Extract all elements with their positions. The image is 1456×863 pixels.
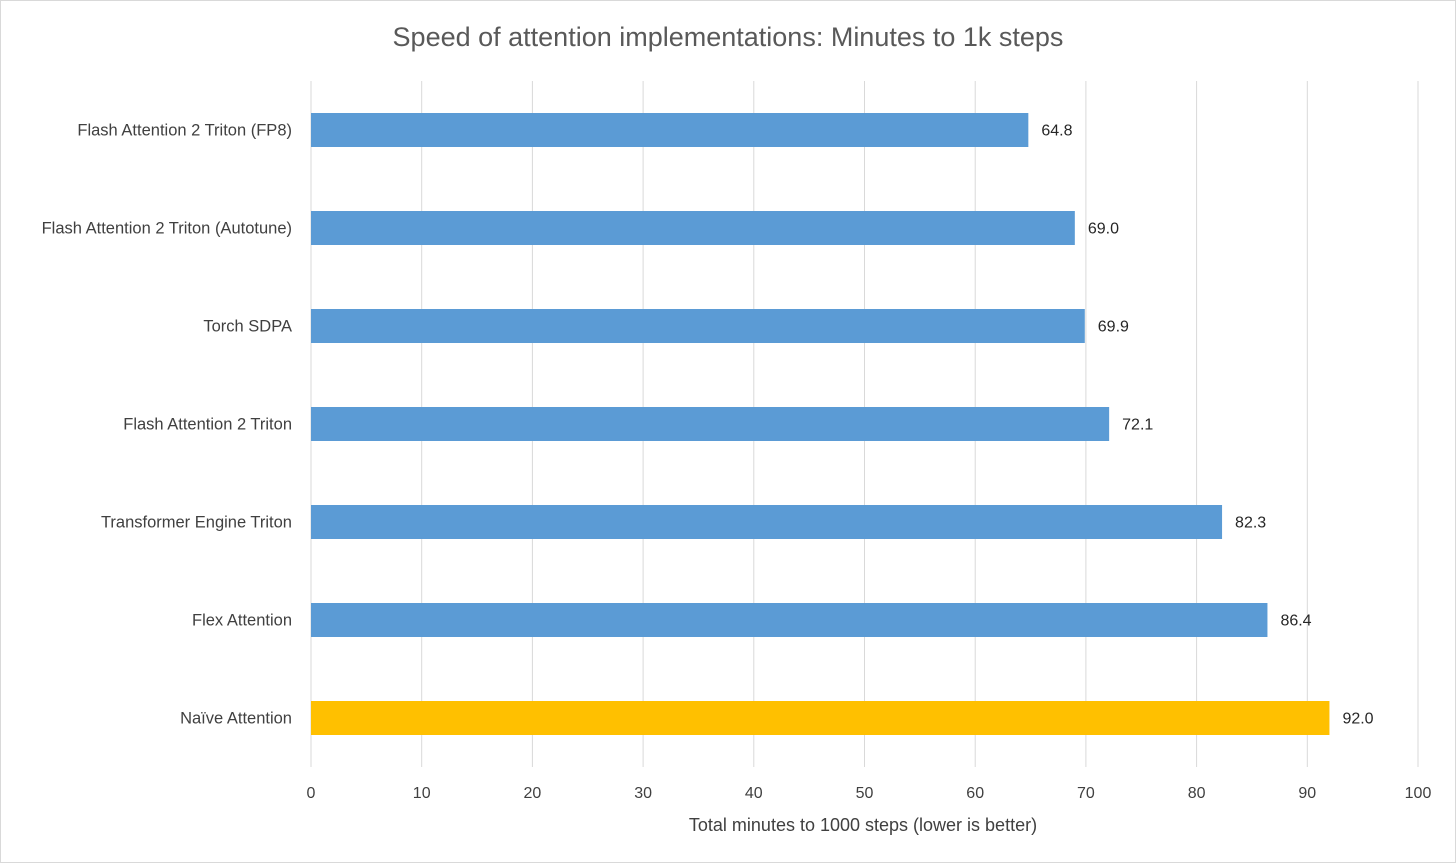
bar [311, 505, 1223, 539]
category-label: Flash Attention 2 Triton (FP8) [77, 122, 292, 140]
category-label: Torch SDPA [203, 318, 292, 336]
x-tick-label: 0 [307, 785, 316, 802]
x-tick-label: 30 [634, 785, 652, 802]
x-tick-label: 40 [745, 785, 763, 802]
x-tick-label: 90 [1298, 785, 1316, 802]
x-tick-label: 80 [1188, 785, 1206, 802]
data-label: 86.4 [1280, 613, 1311, 630]
x-tick-label: 20 [524, 785, 542, 802]
category-label: Flash Attention 2 Triton (Autotune) [42, 220, 292, 238]
chart-title: Speed of attention implementations: Minu… [393, 22, 1064, 52]
x-axis-title: Total minutes to 1000 steps (lower is be… [689, 815, 1037, 835]
bar [311, 701, 1330, 735]
bar [311, 407, 1110, 441]
x-tick-label: 70 [1077, 785, 1095, 802]
data-label: 69.9 [1098, 319, 1129, 336]
category-labels: Flash Attention 2 Triton (FP8) Flash Atte… [42, 122, 292, 728]
x-tick-label: 100 [1405, 785, 1432, 802]
bar [311, 309, 1085, 343]
data-label: 72.1 [1122, 417, 1153, 434]
data-labels: 64.8 69.0 69.9 72.1 82.3 86.4 92.0 [1041, 123, 1373, 728]
bar [311, 603, 1268, 637]
bar [311, 211, 1075, 245]
data-label: 82.3 [1235, 515, 1266, 532]
bar [311, 113, 1029, 147]
category-label: Flash Attention 2 Triton [123, 416, 292, 434]
x-tick-label: 60 [966, 785, 984, 802]
bars [311, 113, 1330, 735]
category-label: Naïve Attention [180, 710, 292, 728]
data-label: 92.0 [1342, 711, 1373, 728]
x-tick-label: 50 [856, 785, 874, 802]
data-label: 64.8 [1041, 123, 1072, 140]
x-tick-labels: 0 10 20 30 40 50 60 70 80 90 100 [307, 785, 1432, 802]
category-label: Flex Attention [192, 612, 292, 630]
data-label: 69.0 [1088, 221, 1119, 238]
x-tick-label: 10 [413, 785, 431, 802]
category-label: Transformer Engine Triton [101, 514, 292, 532]
